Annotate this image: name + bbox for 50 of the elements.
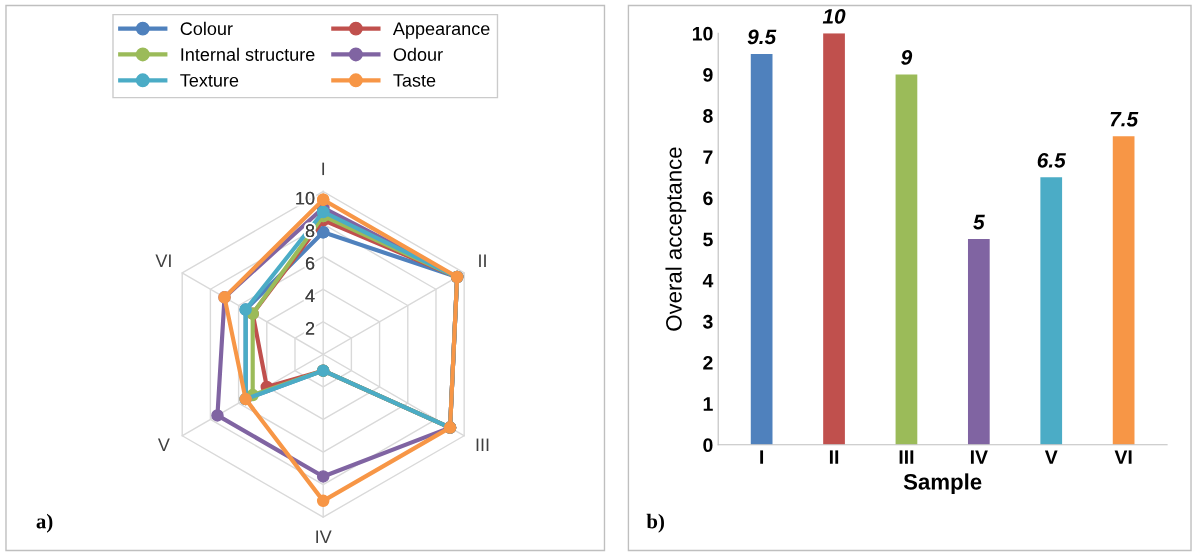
x-tick-label: IV <box>970 450 988 464</box>
data-label: 10 <box>822 8 846 24</box>
bar <box>967 239 990 445</box>
data-label: 6.5 <box>1037 152 1066 168</box>
x-tick-label: V <box>1044 450 1058 464</box>
y-tick-label: 6 <box>305 256 315 270</box>
y-tick-label: 2 <box>703 355 713 370</box>
spoke-label: II <box>479 254 486 268</box>
y-tick-label: 6 <box>703 191 713 206</box>
bar <box>1040 177 1063 445</box>
y-tick-label: 10 <box>296 191 315 205</box>
y-tick-label: 8 <box>305 224 315 238</box>
y-tick-label: 0 <box>703 438 713 453</box>
y-tick-label: 3 <box>702 314 713 329</box>
text: a) <box>36 513 53 533</box>
bar <box>823 33 845 445</box>
y-tick-label: 4 <box>702 273 714 288</box>
x-tick-label: VI <box>1114 450 1132 464</box>
x-tick-label: III <box>899 450 914 464</box>
text: b) <box>646 513 664 533</box>
x-tick-label: II <box>829 450 839 464</box>
x-tick-label: I <box>760 450 764 464</box>
spoke-label: V <box>157 438 170 451</box>
bar <box>895 74 918 445</box>
data-label: 9.5 <box>747 29 777 45</box>
legend-label: Texture <box>180 74 239 87</box>
y-tick-label: 8 <box>703 109 713 123</box>
y-tick-label: 5 <box>703 232 713 247</box>
y-tick-label: 4 <box>305 289 315 303</box>
data-label: 9 <box>901 50 913 65</box>
spoke-label: I <box>322 162 325 176</box>
bar <box>1112 136 1135 445</box>
spoke-label: IV <box>316 530 332 543</box>
data-label: 5 <box>973 214 985 230</box>
y-tick-label: 1 <box>703 397 713 411</box>
legend-label: Odour <box>393 47 443 61</box>
legend-label: Appearance <box>392 22 490 39</box>
spoke-label: III <box>476 438 489 451</box>
y-tick-label: 10 <box>692 26 713 41</box>
y-tick-label: 2 <box>305 321 315 335</box>
x-axis-title: Sample <box>903 473 982 495</box>
data-label: 7.5 <box>1110 112 1139 127</box>
legend-label: Colour <box>180 21 233 36</box>
y-tick-label: 7 <box>703 150 713 164</box>
y-tick-label: 9 <box>703 67 713 82</box>
spoke-label: VI <box>155 254 171 268</box>
legend-label: Taste <box>393 74 436 87</box>
y-axis-title: Overal acceptance <box>665 147 687 331</box>
legend-label: Internal structure <box>181 47 315 61</box>
bar <box>750 53 773 445</box>
